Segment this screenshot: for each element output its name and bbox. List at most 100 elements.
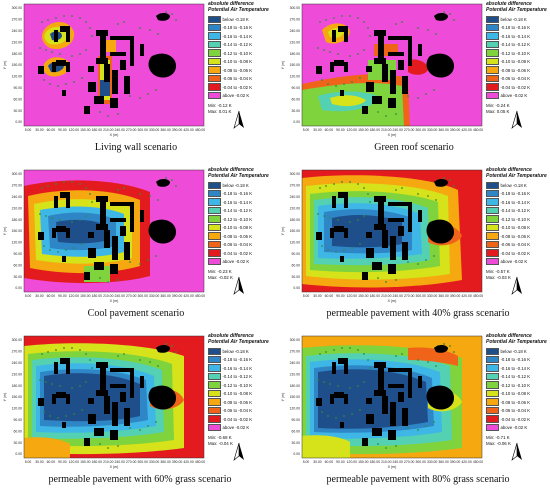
legend-swatch	[208, 223, 221, 232]
tree-marker	[55, 349, 57, 351]
legend-entry: -0.10 to -0.08 K	[486, 57, 550, 66]
building	[96, 196, 108, 202]
x-tick-label: 420.00	[461, 294, 471, 298]
tree-marker	[79, 17, 81, 19]
y-tick-label: 90.00	[292, 252, 301, 256]
building	[104, 230, 110, 248]
tree-marker	[385, 281, 387, 283]
legend-label: -0.08 to -0.06 K	[500, 233, 531, 239]
legend-label: -0.18 to -0.16 K	[222, 191, 253, 197]
x-tick-label: 60.00	[47, 294, 56, 298]
legend-label: -0.04 to -0.02 K	[500, 84, 531, 90]
tree-marker	[129, 261, 131, 263]
y-tick-label: 30.00	[292, 275, 301, 279]
x-tick-label: 210.00	[103, 460, 113, 464]
x-tick-label: 180.00	[92, 460, 102, 464]
tree-marker	[395, 189, 397, 191]
min-max-values: Min: -0.23 K Max: -0.02 K	[208, 269, 272, 281]
legend-label: -0.06 to -0.04 K	[500, 76, 531, 82]
legend-label: -0.04 to -0.02 K	[500, 250, 531, 256]
y-tick-label: 90.00	[14, 252, 23, 256]
building	[390, 236, 396, 260]
x-tick-label: 240.00	[115, 460, 125, 464]
tree-marker	[71, 347, 73, 349]
legend-entry: below -0.18 K	[486, 181, 550, 189]
building	[62, 90, 66, 96]
y-tick-label: 30.00	[14, 275, 23, 279]
tree-marker	[367, 193, 369, 195]
building	[88, 66, 94, 72]
x-tick-label: 90.00	[58, 294, 67, 298]
north-arrow-icon	[233, 442, 244, 461]
x-tick-label: 360.00	[438, 460, 448, 464]
legend-label: below -0.18 K	[500, 16, 527, 22]
legend-title: absolute difference Potential Air Temper…	[486, 167, 547, 179]
obstacle-shape	[156, 179, 170, 187]
y-tick-label: 300.00	[12, 6, 22, 10]
building	[408, 372, 412, 398]
north-arrow-icon	[233, 276, 244, 295]
tree-marker	[351, 81, 353, 83]
tree-marker	[395, 113, 397, 115]
building	[104, 396, 110, 414]
tree-marker	[349, 15, 351, 17]
north-arrow-icon	[511, 110, 522, 129]
tree-marker	[139, 359, 141, 361]
building	[374, 224, 386, 230]
x-tick-label: 90.00	[58, 460, 67, 464]
building	[94, 262, 104, 270]
legend-label: -0.12 to -0.10 K	[500, 216, 531, 222]
building	[110, 218, 126, 222]
max-value: Max: -0.06 K	[486, 440, 511, 446]
building	[130, 206, 134, 232]
tree-marker	[123, 21, 125, 23]
tree-marker	[91, 367, 93, 369]
x-tick-label: 5.00	[303, 460, 310, 464]
legend-swatch	[208, 240, 221, 249]
legend-label: above -0.02 K	[222, 425, 250, 431]
tree-marker	[45, 381, 47, 383]
tree-marker	[155, 421, 157, 423]
tree-marker	[117, 189, 119, 191]
legend-entry: above -0.02 K	[486, 423, 550, 432]
building	[52, 228, 56, 238]
tree-marker	[81, 243, 83, 245]
x-tick-label: 210.00	[103, 294, 113, 298]
tree-marker	[147, 93, 149, 95]
x-tick-label: 330.00	[427, 128, 437, 132]
tree-marker	[335, 251, 337, 253]
x-tick-label: 240.00	[393, 460, 403, 464]
building	[402, 242, 408, 260]
tree-marker	[435, 199, 437, 201]
tree-marker	[63, 15, 65, 17]
building	[88, 232, 94, 238]
tree-marker	[435, 365, 437, 367]
legend-label: below -0.18 K	[500, 182, 527, 188]
tree-marker	[85, 21, 87, 23]
y-tick-label: 90.00	[292, 418, 301, 422]
tree-marker	[155, 89, 157, 91]
y-tick-label: 300.00	[290, 338, 300, 342]
x-tick-label: 180.00	[370, 460, 380, 464]
x-tick-label: 300.00	[137, 460, 147, 464]
scenario-panel: 300.00 270.00 240.00 210.00 180.00 150.00 120.…	[0, 166, 272, 330]
min-value: Min: -0.24 K	[486, 102, 510, 108]
legend-label: below -0.18 K	[222, 182, 249, 188]
scenario-caption: permeable pavement with 80% grass scenar…	[326, 474, 510, 485]
x-tick-label: 270.00	[126, 294, 136, 298]
tree-marker	[139, 429, 141, 431]
building	[330, 62, 334, 72]
y-tick-label: 30.00	[292, 441, 301, 445]
obstacle-shape	[426, 219, 454, 244]
building	[344, 196, 348, 208]
tree-marker	[363, 353, 365, 355]
legend-label: -0.06 to -0.04 K	[222, 408, 253, 414]
tree-marker	[417, 263, 419, 265]
min-max-values: Min: -0.71 K Max: -0.06 K	[486, 435, 550, 447]
building	[120, 226, 126, 236]
building	[344, 394, 348, 404]
legend-swatch	[208, 181, 221, 189]
x-tick-label: 270.00	[126, 460, 136, 464]
legend-label: -0.08 to -0.06 K	[222, 399, 253, 405]
building	[110, 384, 126, 388]
